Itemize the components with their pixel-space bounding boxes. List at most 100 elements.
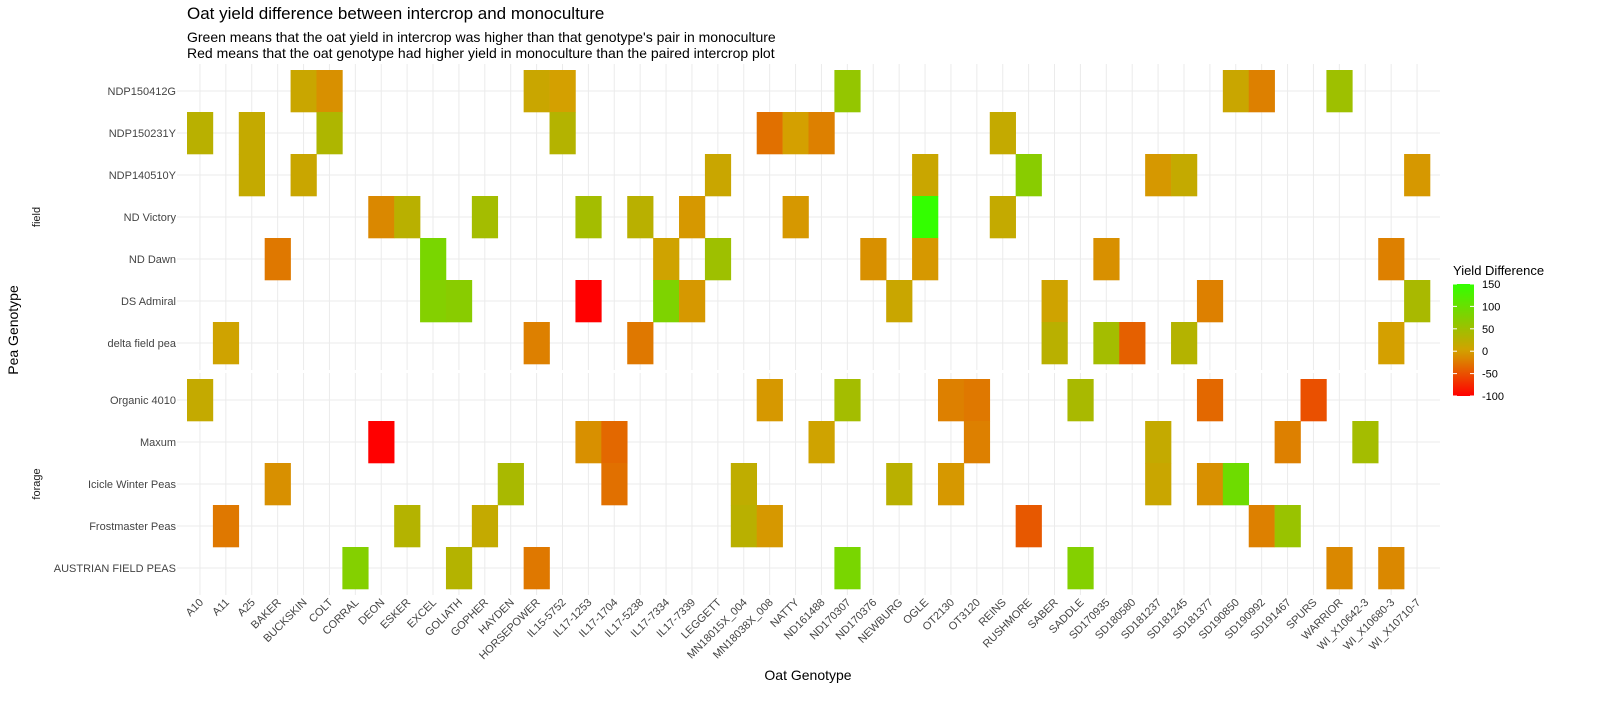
heatmap-cell (1041, 322, 1068, 365)
heatmap-cell (704, 238, 732, 281)
heatmap-cell (808, 112, 835, 155)
heatmap-cell (1171, 322, 1198, 365)
heatmap-cell (782, 196, 809, 239)
y-tick-label: delta field pea (108, 338, 177, 350)
heatmap-cell (1171, 154, 1198, 197)
heatmap-cell (420, 280, 447, 323)
heatmap-cell (1145, 463, 1172, 506)
heatmap-cell (653, 280, 680, 323)
y-tick-label: ND Victory (124, 212, 177, 224)
heatmap-cell (1404, 280, 1431, 323)
heatmap-cell (963, 379, 991, 422)
heatmap-cell (1222, 70, 1250, 113)
heatmap-cell (653, 238, 680, 281)
heatmap-cell (1274, 421, 1301, 464)
legend-tick-label: 150 (1482, 279, 1500, 291)
heatmap-cell (264, 463, 291, 506)
heatmap-cell (316, 112, 343, 155)
heatmap-cell (342, 547, 369, 590)
x-tick-label: A25 (236, 597, 258, 619)
heatmap-cell (912, 154, 939, 197)
heatmap-cell (860, 238, 887, 281)
heatmap-cell (1326, 70, 1353, 113)
heatmap-cell (679, 196, 706, 239)
heatmap-cell (549, 112, 576, 155)
heatmap-cell (1404, 154, 1431, 197)
heatmap-cell (575, 421, 602, 464)
heatmap-cell (1352, 421, 1379, 464)
heatmap-cell (1196, 280, 1224, 323)
heatmap-cell (782, 112, 809, 155)
heatmap-cell (316, 70, 343, 113)
heatmap-cell (937, 463, 965, 506)
heatmap-cell (1015, 505, 1042, 548)
heatmap-cell (1222, 463, 1250, 506)
chart-subtitle-line-2: Red means that the oat genotype had high… (187, 45, 775, 61)
heatmap-cell (989, 112, 1016, 155)
legend-colorbar (1453, 284, 1474, 396)
y-tick-label: Icicle Winter Peas (88, 479, 177, 491)
heatmap-cell (420, 238, 447, 281)
heatmap-cell (1378, 322, 1405, 365)
heatmap-cell (1274, 505, 1301, 548)
y-tick-label: Frostmaster Peas (89, 521, 176, 533)
heatmap-cell (212, 322, 240, 365)
heatmap-cell (445, 280, 473, 323)
heatmap-cell (601, 463, 628, 506)
heatmap-cell (1119, 322, 1146, 365)
chart-title: Oat yield difference between intercrop a… (187, 4, 605, 23)
heatmap-cell (756, 379, 783, 422)
x-tick-label: A11 (210, 597, 232, 619)
heatmap-cell (523, 70, 550, 113)
heatmap-cell (627, 196, 654, 239)
heatmap-cell (730, 463, 758, 506)
heatmap-cell (704, 154, 732, 197)
heatmap-cell (834, 379, 861, 422)
heatmap-cell (238, 154, 265, 197)
heatmap-cell (1093, 238, 1120, 281)
heatmap-cell (1378, 238, 1405, 281)
y-tick-label: NDP140510Y (109, 170, 177, 182)
heatmap-cell (808, 421, 835, 464)
legend-title: Yield Difference (1453, 263, 1544, 278)
heatmap-cell (1093, 322, 1120, 365)
heatmap-cell (497, 463, 524, 506)
y-tick-label: NDP150412G (108, 86, 177, 98)
y-tick-label: Organic 4010 (110, 395, 176, 407)
y-tick-label: AUSTRIAN FIELD PEAS (54, 563, 176, 575)
legend-tick-label: -100 (1482, 391, 1504, 403)
heatmap-cell (834, 547, 861, 590)
heatmap-cell (963, 421, 991, 464)
heatmap-cell (601, 421, 628, 464)
x-tick-label: A10 (184, 597, 206, 619)
facet-label-field: field (31, 207, 43, 227)
heatmap-cell (834, 70, 861, 113)
heatmap-cell (912, 238, 939, 281)
heatmap-cell (187, 379, 214, 422)
heatmap-cell (523, 547, 550, 590)
facet-label-forage: forage (31, 468, 43, 499)
chart-subtitle-line-1: Green means that the oat yield in interc… (187, 29, 776, 45)
heatmap-cell (471, 196, 499, 239)
heatmap-cell (187, 112, 214, 155)
y-axis-title: Pea Genotype (5, 285, 21, 375)
heatmap-cell (1378, 547, 1405, 590)
heatmap-cell (368, 196, 395, 239)
heatmap-cell (937, 379, 965, 422)
x-axis-title: Oat Genotype (764, 667, 851, 683)
heatmap-cell (1300, 379, 1327, 422)
heatmap-cell (523, 322, 550, 365)
heatmap-cell (989, 196, 1016, 239)
heatmap-cell (1145, 154, 1172, 197)
heatmap-cell (1248, 70, 1275, 113)
heatmap-cell (756, 112, 783, 155)
heatmap-cell (471, 505, 499, 548)
heatmap-cell (1067, 547, 1094, 590)
heatmap-cell (575, 280, 602, 323)
legend-tick-label: 50 (1482, 324, 1494, 336)
heatmap-cell (238, 112, 265, 155)
heatmap-cell (756, 505, 783, 548)
heatmap-cell (679, 280, 706, 323)
heatmap-cell (1015, 154, 1042, 197)
